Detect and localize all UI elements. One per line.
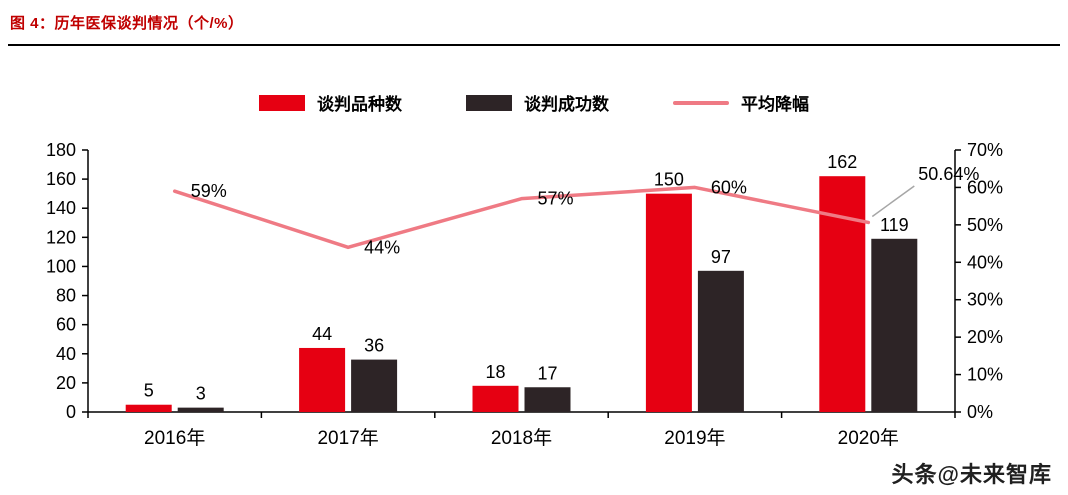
right-axis-tick-label: 50% [967, 215, 1003, 235]
bar-谈判品种数-2018年 [472, 385, 519, 412]
bar-value-label: 17 [537, 363, 557, 383]
watermark: 头条@未来智库 [891, 462, 1052, 487]
line-average-discount [172, 185, 871, 250]
left-axis-tick-label: 40 [56, 344, 76, 364]
legend-swatch-line [673, 100, 729, 105]
bar-value-label: 18 [485, 362, 505, 382]
right-axis-tick-label: 0% [967, 402, 993, 422]
bar-value-label: 36 [364, 336, 384, 356]
legend-swatch-red-bar [259, 94, 305, 111]
legend-swatch-dark-bar [466, 94, 512, 111]
legend-item-series3: 平均降幅 [673, 90, 809, 115]
x-axis-category-label: 2016年 [144, 427, 205, 449]
bar-value-label: 162 [827, 152, 857, 172]
title-underline [8, 44, 1060, 46]
left-axis-tick-label: 160 [46, 169, 76, 189]
line-value-label: 59% [191, 181, 227, 201]
legend-label-series2: 谈判成功数 [524, 95, 609, 114]
line-value-label: 60% [711, 177, 747, 197]
bar-谈判成功数-2020年 [871, 238, 918, 412]
x-axis-category-label: 2019年 [664, 427, 725, 449]
bar-谈判成功数-2016年 [177, 407, 224, 412]
left-axis-tick-label: 80 [56, 286, 76, 306]
left-axis-tick-label: 120 [46, 227, 76, 247]
right-axis-tick-label: 60% [967, 177, 1003, 197]
x-axis-category-label: 2017年 [317, 427, 378, 449]
right-axis-tick-label: 70% [967, 140, 1003, 160]
chart-title: 图 4：历年医保谈判情况（个/%） [10, 15, 244, 32]
x-axis-category-label: 2018年 [491, 427, 552, 449]
legend-item-series1: 谈判品种数 [259, 90, 402, 115]
left-axis-tick-label: 100 [46, 256, 76, 276]
left-axis-tick-label: 0 [66, 402, 76, 422]
left-axis-tick-label: 180 [46, 140, 76, 160]
bar-谈判品种数-2020年 [819, 176, 866, 412]
legend: 谈判品种数 谈判成功数 平均降幅 [0, 90, 1068, 115]
line-value-label: 57% [538, 189, 574, 209]
line-value-label: 44% [364, 237, 400, 257]
bar-value-label: 3 [196, 384, 206, 404]
left-axis-tick-label: 140 [46, 198, 76, 218]
bar-谈判品种数-2017年 [299, 347, 346, 412]
right-axis-tick-label: 10% [967, 365, 1003, 385]
bar-谈判品种数-2019年 [645, 193, 692, 412]
line-value-label: 50.64% [918, 164, 979, 184]
bar-value-label: 119 [880, 215, 909, 235]
right-axis-tick-label: 30% [967, 290, 1003, 310]
legend-label-series3: 平均降幅 [741, 95, 809, 114]
left-axis-tick-label: 20 [56, 373, 76, 393]
bar-谈判成功数-2017年 [351, 359, 398, 412]
bar-value-label: 5 [144, 381, 154, 401]
x-axis-category-label: 2020年 [838, 427, 899, 449]
right-axis-tick-label: 40% [967, 252, 1003, 272]
legend-item-series2: 谈判成功数 [466, 90, 609, 115]
left-axis-tick-label: 60 [56, 315, 76, 335]
legend-label-series1: 谈判品种数 [317, 95, 402, 114]
bar-谈判品种数-2016年 [125, 404, 172, 412]
bar-value-label: 150 [654, 170, 684, 190]
callout-line [871, 185, 915, 218]
bar-value-label: 44 [312, 324, 332, 344]
bar-谈判成功数-2018年 [524, 387, 571, 412]
bar-谈判成功数-2019年 [697, 270, 744, 412]
right-axis-tick-label: 20% [967, 327, 1003, 347]
bar-value-label: 97 [711, 247, 731, 267]
